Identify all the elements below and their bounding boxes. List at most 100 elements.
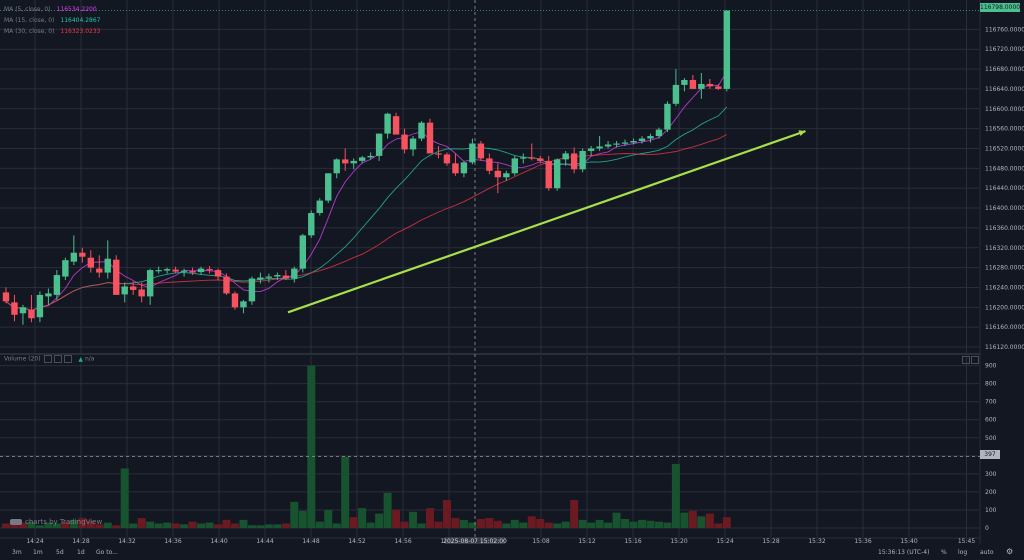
volume-bar xyxy=(638,519,646,528)
volume-bar xyxy=(61,521,70,528)
volume-bar xyxy=(604,522,613,528)
tradingview-brand[interactable]: charts by TradingView xyxy=(10,518,102,526)
volume-bar xyxy=(459,519,468,528)
auto-toggle[interactable]: auto xyxy=(980,549,994,556)
candle-body xyxy=(486,158,493,171)
volume-bar xyxy=(578,519,587,528)
price-tick-label: 116120.0000 xyxy=(985,344,1024,351)
volume-bar xyxy=(612,512,621,528)
candle-body xyxy=(70,252,78,262)
candle-body xyxy=(367,155,374,158)
pane-collapse-icon[interactable] xyxy=(971,356,979,364)
legend-ma30-value: 116323.0233 xyxy=(60,28,101,35)
volume-bar xyxy=(332,523,341,528)
volume-bar xyxy=(527,516,536,528)
pane-hide-icon[interactable] xyxy=(54,355,63,363)
range-3m-button[interactable]: 3m xyxy=(12,549,22,556)
candle-body xyxy=(621,142,629,144)
time-tick-label: 15:45 xyxy=(958,538,975,545)
volume-bar xyxy=(468,522,477,528)
price-tick-label: 116440.0000 xyxy=(985,185,1024,192)
candle-body xyxy=(596,146,603,149)
pane-settings-icon[interactable] xyxy=(44,355,53,363)
volume-bar xyxy=(688,510,697,528)
candle-body xyxy=(494,170,502,178)
volume-bar xyxy=(247,525,256,528)
volume-bar xyxy=(705,513,714,528)
legend-ma15-label: MA (15, close, 0) xyxy=(4,17,55,24)
volume-bar xyxy=(629,521,638,528)
candle-body xyxy=(452,163,459,174)
last-price-tag: 116798.0000 xyxy=(980,3,1021,12)
candle-body xyxy=(36,294,44,318)
volume-bar xyxy=(417,523,426,528)
volume-bar xyxy=(273,524,282,528)
settings-gear-icon[interactable]: ⚙ xyxy=(1006,547,1014,556)
volume-bar xyxy=(383,492,392,528)
candle-body xyxy=(460,162,468,174)
legend-ma5-value: 116534.2200 xyxy=(56,6,97,13)
pane-close-icon[interactable] xyxy=(64,355,73,363)
volume-bar xyxy=(2,523,10,528)
volume-bar xyxy=(10,524,19,528)
candle-body xyxy=(62,260,69,277)
candle-body xyxy=(426,122,434,154)
time-tick-label: 15:24 xyxy=(716,538,733,545)
range-5d-button[interactable]: 5d xyxy=(56,549,64,556)
volume-bar xyxy=(69,519,78,528)
trend-line xyxy=(287,130,806,314)
time-tick-label: 15:08 xyxy=(532,538,549,545)
volume-bar xyxy=(290,501,299,528)
ma5-line xyxy=(5,71,728,311)
volume-bar xyxy=(510,519,519,528)
volume-bar xyxy=(205,522,214,528)
candle-body xyxy=(613,143,620,145)
candle-body xyxy=(358,157,366,161)
time-tick-label: 14:36 xyxy=(164,538,181,545)
candle-body xyxy=(240,301,247,308)
candle-body xyxy=(604,144,612,147)
volume-bar xyxy=(536,518,545,528)
volume-tick-label: 200 xyxy=(985,489,997,496)
candle-body xyxy=(189,271,196,273)
volume-bar xyxy=(137,518,146,528)
volume-up-icon: ▲ xyxy=(78,355,84,363)
candle-body xyxy=(511,158,518,174)
range-1m-button[interactable]: 1m xyxy=(33,549,43,556)
volume-tick-label: 600 xyxy=(985,417,997,424)
volume-bar xyxy=(502,523,511,528)
candle-body xyxy=(520,157,527,159)
volume-bar xyxy=(86,520,95,528)
price-tick-label: 116520.0000 xyxy=(985,145,1024,152)
volume-bar xyxy=(671,463,680,528)
pane-maximize-icon[interactable] xyxy=(962,356,970,364)
candle-body xyxy=(689,79,697,89)
candle-body xyxy=(206,269,213,271)
range-1d-button[interactable]: 1d xyxy=(77,549,85,556)
price-tick-label: 116640.0000 xyxy=(985,86,1024,93)
volume-bar xyxy=(341,456,350,528)
candle-body xyxy=(282,275,290,279)
candle-body xyxy=(647,136,654,139)
candle-body xyxy=(477,143,485,159)
ma30-line xyxy=(5,134,728,311)
log-toggle[interactable]: log xyxy=(958,549,968,556)
volume-bar xyxy=(222,519,231,528)
goto-button[interactable]: Go to... xyxy=(96,549,118,556)
volume-bar xyxy=(646,520,655,528)
candle-body xyxy=(579,150,586,170)
candle-body xyxy=(401,134,408,150)
candle-body xyxy=(130,286,137,290)
volume-bar xyxy=(239,519,248,528)
percent-toggle[interactable]: % xyxy=(941,549,947,556)
volume-bar xyxy=(256,525,265,528)
candle-body xyxy=(528,157,535,159)
clock-readout[interactable]: 15:36:13 (UTC-4) xyxy=(878,549,930,556)
volume-tick-label: 300 xyxy=(985,471,997,478)
volume-bar xyxy=(561,521,570,528)
volume-legend-label: Volume (20) xyxy=(4,355,41,363)
candle-body xyxy=(723,10,730,89)
volume-bar xyxy=(493,520,502,528)
volume-bar xyxy=(426,508,434,528)
